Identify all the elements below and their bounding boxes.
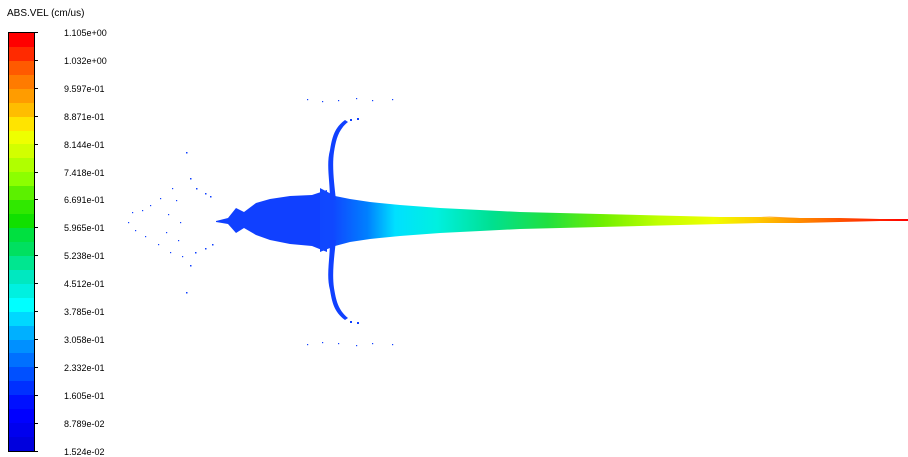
color-bar-tick (35, 338, 38, 340)
color-bar-band (9, 88, 34, 104)
color-bar-tick (35, 59, 38, 61)
particle (350, 119, 352, 121)
color-bar-band (9, 437, 34, 451)
color-bar-band (9, 297, 34, 313)
color-bar-tick-label: 2.332e-01 (64, 362, 105, 373)
color-bar-band (9, 395, 34, 410)
color-bar-band (9, 381, 34, 396)
color-bar-band (9, 116, 34, 132)
color-bar-tick (35, 283, 38, 285)
color-bar-tick (35, 227, 38, 229)
color-bar-band (9, 409, 34, 424)
slug-body (216, 190, 327, 252)
color-bar-band (9, 186, 34, 201)
color-bar-band (9, 200, 34, 215)
color-bar-band (9, 367, 34, 382)
color-bar-tick-label: 1.524e-02 (64, 446, 105, 457)
color-bar-band (9, 158, 34, 173)
color-bar-tick (35, 32, 38, 33)
color-bar-tick (35, 115, 38, 117)
color-bar-band (9, 130, 34, 146)
debris-particles (128, 98, 394, 347)
particle (350, 321, 352, 323)
particle (357, 322, 359, 324)
color-bar-tick (35, 171, 38, 173)
color-bar-band (9, 423, 34, 438)
jet-body (320, 188, 908, 252)
color-bar-band (9, 255, 34, 271)
color-bar-band (9, 228, 34, 243)
color-bar-tick-label: 1.105e+00 (64, 28, 107, 38)
color-bar-tick (35, 87, 38, 89)
color-bar-band (9, 46, 34, 62)
color-bar-tick (35, 394, 38, 396)
color-bar-tick (35, 143, 38, 145)
color-bar-tick-label: 8.144e-01 (64, 139, 105, 150)
color-bar-band (9, 269, 34, 285)
color-bar-tick (35, 450, 38, 452)
color-bar-tick (35, 199, 38, 201)
color-bar-tick-label: 7.418e-01 (64, 167, 105, 178)
color-bar-tick-label: 3.785e-01 (64, 307, 105, 317)
color-bar-band (9, 144, 34, 159)
color-bar-band (9, 102, 34, 118)
color-bar-band (9, 325, 34, 341)
color-bar-band (9, 74, 34, 90)
color-bar-band (9, 353, 34, 368)
color-bar-band (9, 283, 34, 299)
jet-fragment (760, 216, 800, 219)
particle (357, 118, 359, 120)
color-bar-band (9, 60, 34, 76)
color-bar-tick (35, 255, 38, 257)
liner-lower-flange (328, 240, 348, 320)
color-bar-tick-label: 5.965e-01 (64, 223, 105, 234)
color-bar (8, 32, 35, 452)
color-bar-band (9, 339, 34, 355)
color-bar-tick (35, 311, 38, 312)
color-bar-band (9, 242, 34, 257)
color-bar-tick-label: 1.605e-01 (64, 390, 105, 401)
color-bar-band (9, 33, 34, 48)
color-bar-band (9, 172, 34, 187)
color-bar-band (9, 311, 34, 327)
color-bar-tick-label: 1.032e+00 (64, 55, 107, 66)
legend-title: ABS.VEL (cm/us) (7, 8, 85, 19)
color-bar-tick-label: 8.789e-02 (64, 418, 105, 429)
color-bar-tick-label: 4.512e-01 (64, 279, 105, 290)
color-bar-tick (35, 366, 38, 368)
color-bar-tick-label: 6.691e-01 (64, 195, 105, 206)
color-bar-band (9, 214, 34, 229)
color-bar-tick-label: 3.058e-01 (64, 334, 105, 345)
color-bar-tick-label: 5.238e-01 (64, 251, 105, 262)
liner-upper-flange (328, 120, 348, 200)
color-bar-tick (35, 422, 38, 424)
color-bar-tick-label: 9.597e-01 (64, 83, 105, 94)
color-bar-tick-label: 8.871e-01 (64, 111, 105, 122)
